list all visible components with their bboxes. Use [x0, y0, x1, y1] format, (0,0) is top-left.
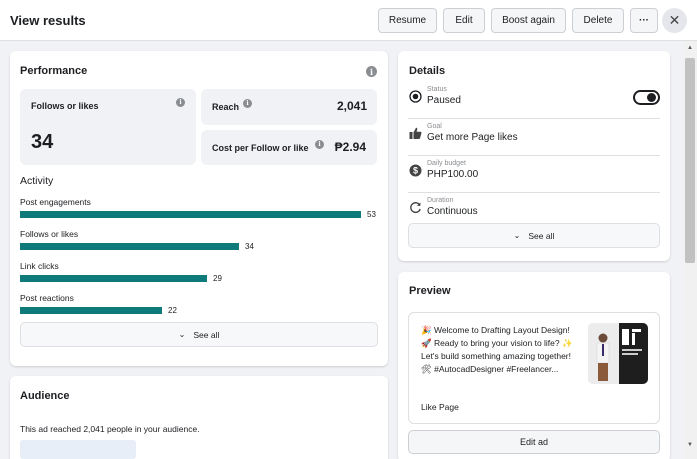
activity-bar: [20, 307, 162, 314]
status-toggle[interactable]: [633, 90, 660, 105]
activity-value: 22: [168, 306, 177, 315]
activity-label: Link clicks: [20, 261, 59, 271]
budget-value: PHP100.00: [427, 169, 479, 180]
performance-title: Performance: [20, 65, 88, 77]
edit-button[interactable]: Edit: [443, 8, 485, 33]
budget-row: $ Daily budget PHP100.00: [408, 156, 660, 193]
activity-label: Follows or likes: [20, 229, 79, 239]
duration-row: Duration Continuous: [408, 193, 660, 230]
follows-label: Follows or likes: [31, 101, 99, 111]
audience-title: Audience: [20, 390, 70, 402]
goal-value: Get more Page likes: [427, 132, 518, 143]
audience-chart-placeholder: [20, 440, 136, 459]
radio-icon: [408, 89, 422, 103]
like-page-link[interactable]: Like Page: [421, 402, 459, 412]
dollar-icon: $: [408, 163, 422, 177]
close-icon: ✕: [668, 12, 681, 28]
status-row: Status Paused: [408, 82, 660, 119]
see-all-label: See all: [528, 230, 555, 241]
reach-value: 2,041: [336, 99, 367, 113]
activity-title: Activity: [20, 175, 54, 187]
edit-ad-button[interactable]: Edit ad: [408, 430, 660, 454]
info-icon[interactable]: i: [243, 99, 252, 108]
details-see-all-button[interactable]: ⌄ See all: [408, 223, 660, 248]
info-icon[interactable]: i: [315, 140, 324, 149]
ad-preview-text: 🎉 Welcome to Drafting Layout Design! 🚀 R…: [421, 325, 573, 374]
activity-bar: [20, 243, 239, 250]
duration-label: Duration: [427, 197, 454, 204]
performance-see-all-button[interactable]: ⌄ See all: [20, 322, 378, 347]
scroll-up-arrow-icon[interactable]: ▲: [687, 45, 693, 51]
svg-text:$: $: [412, 165, 417, 175]
goal-row: Goal Get more Page likes: [408, 119, 660, 156]
cost-value: ₱2.94: [334, 140, 366, 154]
toggle-knob: [647, 93, 656, 102]
resume-button[interactable]: Resume: [378, 8, 437, 33]
ad-preview[interactable]: 🎉 Welcome to Drafting Layout Design! 🚀 R…: [408, 312, 660, 424]
activity-label: Post engagements: [20, 197, 91, 207]
chevron-down-icon: ⌄: [513, 231, 521, 240]
dialog-header: View results Resume Edit Boost again Del…: [0, 0, 697, 41]
scroll-down-arrow-icon[interactable]: ▼: [687, 442, 693, 448]
follows-value: 34: [31, 131, 54, 153]
duration-value: Continuous: [427, 206, 478, 217]
activity-bar: [20, 275, 207, 282]
status-value: Paused: [427, 95, 461, 106]
more-options-button[interactable]: ···: [630, 8, 658, 33]
details-title: Details: [409, 65, 446, 77]
preview-title: Preview: [409, 285, 451, 297]
goal-label: Goal: [427, 123, 442, 130]
info-icon[interactable]: i: [176, 98, 185, 107]
follows-metric: Follows or likes i 34: [20, 89, 196, 165]
close-button[interactable]: ✕: [662, 8, 687, 33]
boost-again-button[interactable]: Boost again: [491, 8, 566, 33]
cost-label: Cost per Follow or like: [212, 143, 309, 153]
reach-label: Reach: [212, 102, 240, 112]
activity-value: 53: [367, 210, 376, 219]
budget-label: Daily budget: [427, 160, 466, 167]
cost-metric: Cost per Follow or like i ₱2.94: [201, 130, 377, 165]
scrollbar-thumb[interactable]: [685, 58, 695, 263]
chevron-down-icon: ⌄: [178, 330, 186, 339]
refresh-icon: [408, 200, 422, 214]
info-icon[interactable]: i: [366, 66, 377, 77]
activity-value: 29: [213, 274, 222, 283]
ad-thumbnail: [588, 323, 648, 384]
status-label: Status: [427, 86, 447, 93]
activity-bar: [20, 211, 361, 218]
dialog-title: View results: [10, 13, 86, 28]
audience-text: This ad reached 2,041 people in your aud…: [20, 424, 200, 434]
delete-button[interactable]: Delete: [572, 8, 624, 33]
activity-value: 34: [245, 242, 254, 251]
activity-label: Post reactions: [20, 293, 74, 303]
thumbs-up-icon: [408, 126, 422, 140]
see-all-label: See all: [193, 329, 220, 340]
reach-metric: Reach i 2,041: [201, 89, 377, 125]
